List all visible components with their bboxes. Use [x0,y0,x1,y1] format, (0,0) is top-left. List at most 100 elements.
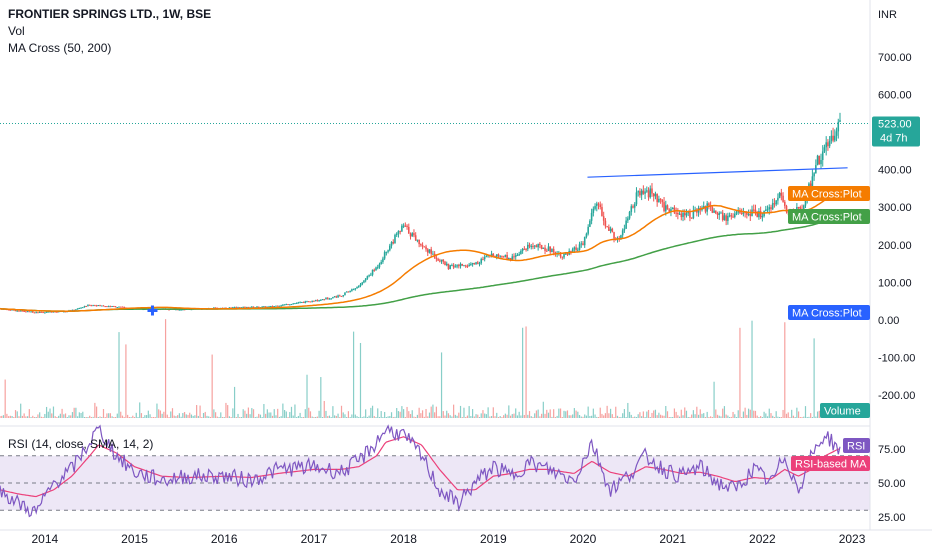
price-candle [571,249,574,252]
volume-bar [732,411,734,418]
price-candle [585,233,588,237]
volume-bar [118,332,120,418]
price-candle [832,135,834,141]
price-candle [273,306,276,308]
price-candle [758,211,760,218]
volume-bar [283,410,286,418]
volume-bar [540,413,543,418]
volume-bar [715,409,717,418]
price-candle [587,226,589,234]
price-candle [696,209,698,213]
price-candle [394,234,396,244]
price-candle [238,307,241,309]
price-candle [401,225,403,232]
price-candle [106,306,108,308]
rsi-axis: 75.00 50.00 25.00 [878,444,906,524]
symbol-title[interactable]: FRONTIER SPRINGS LTD., 1W, BSE [8,7,212,21]
ma-cross-indicator-label[interactable]: MA Cross (50, 200) [8,41,112,55]
price-candle [116,307,119,309]
price-candle [313,300,315,302]
volume-bar [777,416,779,418]
price-candle [759,211,762,218]
volume-bar [99,416,101,418]
volume-bar [256,416,258,418]
price-candle [670,209,672,212]
volume-bar [123,416,125,418]
volume-bar [553,409,555,418]
price-candle [299,302,301,304]
volume-bar [427,416,429,418]
price-candle [475,262,477,265]
price-candle [725,215,727,221]
rsi-indicator-label[interactable]: RSI (14, close, SMA, 14, 2) [8,437,154,451]
volume-bar [747,408,750,418]
volume-bar [509,415,512,418]
price-candle [456,265,458,267]
volume-bar [35,417,37,418]
volume-bar [635,417,638,418]
price-candle [411,233,414,237]
price-candle [376,267,379,269]
price-candle [825,142,827,148]
volume-bar [71,412,74,418]
volume-bar [421,410,424,418]
volume-bar [45,406,48,418]
vol-indicator-label[interactable]: Vol [8,24,25,38]
price-candle [78,307,81,309]
volume-bar [61,408,63,418]
volume-bar [746,414,748,418]
price-candle [520,250,522,255]
volume-bar [82,411,84,418]
price-candle [727,215,729,221]
volume-bar [478,417,481,418]
volume-bar [78,412,80,418]
volume-bar [4,379,6,418]
volume-bar [396,408,398,418]
volume-bar [32,415,34,418]
volume-bar [749,409,751,418]
volume-bar [447,413,450,418]
volume-bar [435,406,437,418]
volume-bar [159,410,162,418]
price-candle [49,311,51,313]
price-candle [627,218,629,221]
volume-bar [415,417,417,418]
price-candle [290,304,293,306]
price-candle [380,261,382,265]
volume-bar [44,413,46,418]
volume-bar [672,417,674,418]
price-candle [708,203,710,206]
volume-bar [446,410,448,418]
volume-bar [252,409,255,418]
volume-bar [246,413,248,418]
price-candle [420,244,422,246]
price-candle [799,207,802,210]
price-candle [821,151,824,160]
volume-bar [584,414,586,418]
price-candle [458,265,460,267]
price-candle [402,225,405,227]
price-candle [597,203,600,205]
volume-bar [710,416,712,418]
price-candle [464,265,467,267]
volume-bar [90,417,93,418]
price-candle [702,206,705,208]
volume-bar [723,406,726,418]
volume-bar [147,410,149,418]
volume-bar [339,417,341,418]
volume-bar [352,331,355,418]
volume-bar [797,411,800,418]
price-candle [344,292,346,296]
volume-bar [654,409,657,418]
volume-bar [302,417,305,418]
volume-bar [196,405,198,418]
price-candle [81,307,84,309]
price-candle [770,207,772,210]
price-candle [430,249,433,254]
volume-bar [442,411,444,418]
volume-bar [485,414,487,418]
volume-bar [277,408,279,418]
price-candle [321,299,324,301]
volume-bar [349,417,351,418]
price-candle [716,213,719,215]
